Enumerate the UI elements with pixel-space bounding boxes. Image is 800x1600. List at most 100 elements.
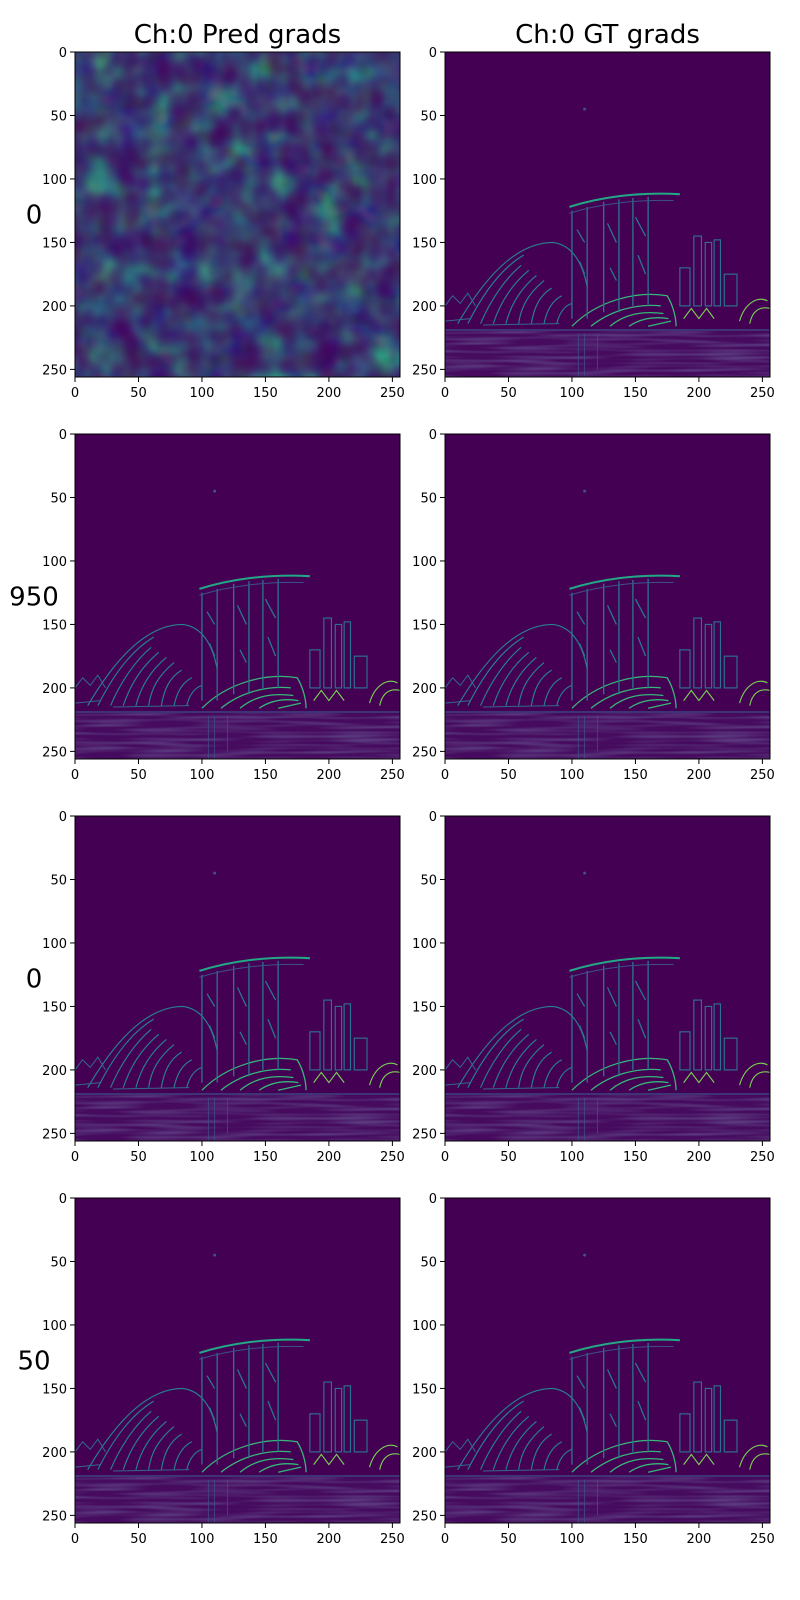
x-tick-label: 150: [253, 768, 278, 783]
heatmap-noise: [75, 52, 400, 377]
axes-frame: [444, 1197, 771, 1524]
x-tick-label: 100: [560, 386, 585, 401]
column-title: Ch:0 Pred grads: [134, 20, 341, 50]
x-tick-label: 0: [71, 1532, 79, 1547]
x-tick-label: 250: [380, 768, 405, 783]
heatmap-panel: 0 50 100 150 200 250 0 50 100 150 200 250: [412, 1192, 775, 1547]
x-tick-label: 200: [686, 1150, 711, 1165]
y-tick-label: 250: [42, 363, 67, 378]
axes-frame: [444, 815, 771, 1142]
y-tick-label: 150: [412, 1000, 437, 1015]
y-tick-label: 0: [59, 810, 67, 825]
x-tick-label: 0: [71, 386, 79, 401]
y-tick-label: 200: [42, 1446, 67, 1461]
heatmap-background: [75, 434, 400, 759]
y-tick-label: 50: [50, 491, 67, 506]
axes-frame: [74, 433, 401, 760]
x-tick-label: 150: [623, 386, 648, 401]
x-tick-label: 100: [560, 768, 585, 783]
x-tick-label: 200: [316, 386, 341, 401]
y-tick-label: 200: [42, 682, 67, 697]
column-title: Ch:0 GT grads: [515, 20, 700, 50]
y-tick-label: 150: [42, 1382, 67, 1397]
y-tick-label: 250: [42, 1509, 67, 1524]
x-tick-label: 0: [441, 1532, 449, 1547]
x-tick-label: 250: [750, 386, 775, 401]
y-tick-label: 200: [42, 300, 67, 315]
x-tick-label: 0: [441, 1150, 449, 1165]
heatmap-panel: 0 50 100 150 200 250 0 50 100 150 200 250: [42, 1192, 405, 1547]
x-tick-label: 100: [190, 1532, 215, 1547]
x-tick-label: 0: [71, 1150, 79, 1165]
heatmap-background: [445, 434, 770, 759]
x-tick-label: 50: [500, 1150, 517, 1165]
y-tick-label: 150: [42, 1000, 67, 1015]
heatmap-panel: 0 50 100 150 200 250 0 50 100 150 200 250: [412, 46, 775, 401]
y-tick-label: 250: [412, 1127, 437, 1142]
row-label: 950: [9, 583, 59, 613]
x-tick-label: 200: [686, 768, 711, 783]
y-tick-label: 0: [429, 810, 437, 825]
x-tick-label: 50: [130, 1150, 147, 1165]
row-label: 0: [26, 965, 43, 995]
axes-frame: [444, 433, 771, 760]
y-tick-label: 100: [42, 173, 67, 188]
y-tick-label: 150: [42, 236, 67, 251]
y-tick-label: 250: [42, 1127, 67, 1142]
x-tick-label: 100: [560, 1532, 585, 1547]
x-tick-label: 0: [441, 386, 449, 401]
axes-frame: [74, 51, 401, 378]
x-tick-label: 50: [500, 386, 517, 401]
axes-frame: [74, 815, 401, 1142]
heatmap-panel: 0 50 100 150 200 250 0 50 100 150 200 250: [42, 46, 405, 401]
x-tick-label: 250: [380, 1150, 405, 1165]
heatmap-background: [445, 52, 770, 377]
y-tick-label: 50: [420, 491, 437, 506]
heatmap-panel: 0 50 100 150 200 250 0 50 100 150 200 250: [412, 428, 775, 783]
y-tick-label: 200: [412, 300, 437, 315]
x-tick-label: 150: [253, 1532, 278, 1547]
y-tick-label: 200: [42, 1064, 67, 1079]
x-tick-label: 50: [130, 386, 147, 401]
y-tick-label: 100: [42, 555, 67, 570]
x-tick-label: 100: [190, 386, 215, 401]
x-tick-label: 200: [316, 1150, 341, 1165]
y-tick-label: 50: [50, 1255, 67, 1270]
x-tick-label: 200: [316, 1532, 341, 1547]
heatmap-background: [445, 1198, 770, 1523]
y-tick-label: 250: [412, 745, 437, 760]
x-tick-label: 150: [253, 1150, 278, 1165]
heatmap-panel: 0 50 100 150 200 250 0 50 100 150 200 250: [42, 428, 405, 783]
heatmap-panel: 0 50 100 150 200 250 0 50 100 150 200 250: [412, 810, 775, 1165]
y-tick-label: 150: [42, 618, 67, 633]
x-tick-label: 150: [623, 1532, 648, 1547]
x-tick-label: 50: [130, 1532, 147, 1547]
x-tick-label: 200: [686, 1532, 711, 1547]
x-tick-label: 50: [500, 1532, 517, 1547]
heatmap-panel: 0 50 100 150 200 250 0 50 100 150 200 250: [42, 810, 405, 1165]
row-label: 0: [26, 201, 43, 231]
x-tick-label: 250: [750, 1150, 775, 1165]
x-tick-label: 0: [71, 768, 79, 783]
x-tick-label: 200: [686, 386, 711, 401]
y-tick-label: 50: [420, 873, 437, 888]
y-tick-label: 200: [412, 1064, 437, 1079]
y-tick-label: 0: [429, 1192, 437, 1207]
heatmap-background: [75, 1198, 400, 1523]
x-tick-label: 200: [316, 768, 341, 783]
y-tick-label: 250: [412, 1509, 437, 1524]
x-tick-label: 50: [130, 768, 147, 783]
x-tick-label: 250: [380, 1532, 405, 1547]
x-tick-label: 250: [750, 1532, 775, 1547]
row-label: 50: [17, 1347, 50, 1377]
x-tick-label: 50: [500, 768, 517, 783]
y-tick-label: 200: [412, 1446, 437, 1461]
x-tick-label: 150: [623, 768, 648, 783]
y-tick-label: 0: [59, 428, 67, 443]
y-tick-label: 50: [50, 873, 67, 888]
y-tick-label: 250: [42, 745, 67, 760]
y-tick-label: 0: [429, 46, 437, 61]
y-tick-label: 150: [412, 236, 437, 251]
axes-frame: [444, 51, 771, 378]
